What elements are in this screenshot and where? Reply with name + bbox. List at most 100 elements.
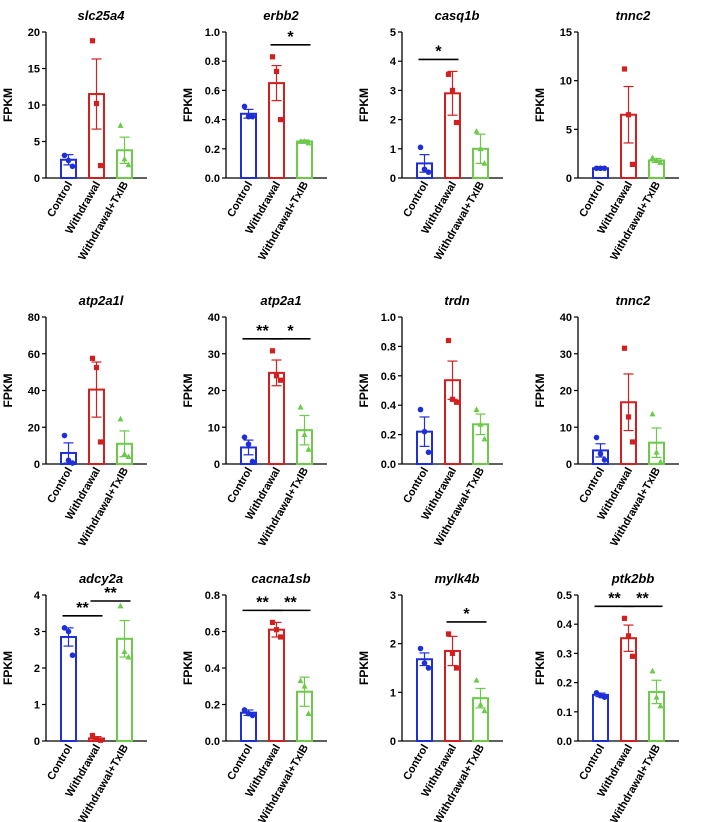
y-axis-label: FPKM (357, 88, 371, 122)
data-point (653, 694, 660, 700)
data-point (481, 160, 488, 166)
data-point (241, 434, 248, 440)
y-tick-label: 0.8 (205, 590, 220, 602)
y-tick-label: 0.4 (205, 663, 221, 675)
data-point (481, 435, 488, 442)
data-point (629, 653, 636, 659)
y-tick-label: 10 (208, 422, 220, 434)
category-label: Withdrawal+TxIB (256, 742, 311, 822)
y-tick-label: 15 (28, 64, 40, 76)
data-point (93, 364, 100, 371)
data-point (241, 103, 248, 110)
data-point (657, 458, 664, 465)
y-axis-label: FPKM (533, 374, 547, 408)
y-tick-label: 0.1 (557, 707, 572, 719)
panel-title: ptk2bb (611, 571, 655, 586)
y-tick-label: 0.6 (205, 627, 220, 639)
data-point (69, 652, 76, 659)
y-tick-label: 0.3 (557, 648, 572, 660)
data-point (273, 68, 280, 75)
panel-trdn: trdnFPKM0.00.20.40.60.81.0ControlWithdra… (357, 293, 503, 548)
data-point (301, 138, 308, 144)
data-point (125, 161, 132, 168)
significance-label: * (435, 43, 442, 60)
y-axis-label: FPKM (1, 651, 15, 685)
data-point (449, 396, 456, 402)
data-point (425, 665, 432, 671)
y-axis-label: FPKM (357, 651, 371, 685)
y-tick-label: 3 (390, 590, 396, 602)
y-tick-label: 5 (390, 27, 396, 39)
bar-withdrawal (268, 371, 285, 465)
panel-title: casq1b (435, 8, 480, 23)
data-point (97, 162, 104, 169)
y-tick-label: 0.2 (557, 678, 572, 690)
data-point (593, 690, 600, 696)
panel-slc25a4: slc25a4FPKM05101520ControlWithdrawalWith… (1, 8, 147, 262)
panel-title: atp2a1l (79, 293, 124, 308)
data-point (445, 71, 452, 77)
data-point (629, 439, 636, 445)
y-tick-label: 10 (28, 100, 40, 112)
data-point (481, 707, 488, 714)
data-point (61, 152, 68, 159)
y-tick-label: 60 (28, 349, 40, 361)
data-point (477, 701, 484, 707)
data-point (593, 434, 600, 441)
panel-title: cacna1sb (251, 571, 310, 586)
data-point (269, 619, 276, 625)
category-label: Control (225, 466, 255, 506)
category-label: Control (225, 743, 255, 783)
data-point (629, 161, 636, 167)
category-label: Control (45, 743, 75, 783)
y-tick-label: 1 (34, 700, 40, 712)
y-axis-label: FPKM (181, 374, 195, 408)
y-tick-label: 0 (34, 173, 40, 185)
y-axis-label: FPKM (181, 88, 195, 122)
panel-mylk4b: mylk4bFPKM0123ControlWithdrawalWithdrawa… (357, 571, 503, 822)
panel-ptk2bb: ptk2bb FPKM 0.0 0.1 0.2 0.3 0.4 0.5 ControlWithd… (533, 571, 679, 822)
significance-label: ** (284, 594, 297, 611)
data-point (453, 399, 460, 405)
y-tick-label: 2 (390, 639, 396, 651)
data-point (97, 737, 104, 743)
data-point (97, 439, 104, 445)
y-tick-label: 1.0 (205, 27, 220, 39)
data-point (61, 432, 68, 439)
data-point (125, 653, 132, 660)
data-point (621, 66, 628, 72)
y-tick-label: 1 (390, 144, 396, 156)
y-tick-label: 10 (560, 422, 572, 434)
y-axis-label: FPKM (357, 374, 371, 408)
data-point (453, 119, 460, 126)
category-label: Withdrawal+TxIB (608, 742, 663, 822)
bar-control (592, 693, 609, 743)
data-point (65, 157, 72, 164)
y-axis-label: FPKM (1, 88, 15, 122)
data-point (297, 138, 304, 144)
data-point (477, 421, 484, 427)
significance-label: * (287, 323, 294, 340)
data-point (653, 157, 660, 163)
data-point (649, 154, 656, 160)
category-label: Control (225, 180, 255, 220)
significance-label: ** (636, 590, 649, 607)
y-tick-label: 4 (390, 56, 397, 68)
data-point (445, 337, 452, 344)
data-point (305, 446, 312, 452)
panel-title: mylk4b (435, 571, 480, 586)
data-point (449, 87, 456, 93)
y-tick-label: 0.4 (557, 619, 573, 631)
y-tick-label: 0 (566, 459, 572, 471)
panel-title: trdn (444, 293, 469, 308)
y-tick-label: 0 (214, 459, 220, 471)
panel-adcy2a: adcy2aFPKM01234ControlWithdrawalWithdraw… (1, 571, 147, 822)
data-point (657, 702, 664, 709)
y-tick-label: 30 (208, 349, 220, 361)
data-point (657, 159, 664, 165)
data-point (297, 677, 304, 684)
y-tick-label: 0 (566, 173, 572, 185)
data-point (597, 450, 604, 457)
data-point (449, 650, 456, 656)
